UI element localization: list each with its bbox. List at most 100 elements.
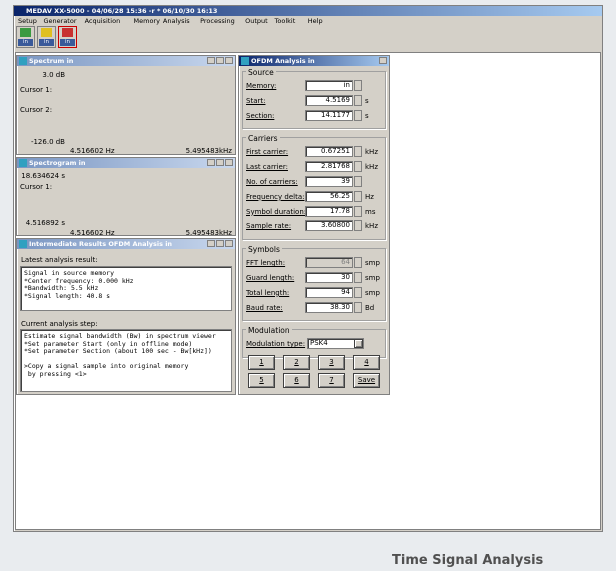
text-line: *Bandwidth: 5.5 kHz (24, 284, 99, 292)
child-window (16, 157, 236, 236)
button[interactable]: 4 (353, 355, 380, 370)
spinner[interactable] (354, 146, 362, 158)
spinner[interactable] (354, 190, 362, 202)
title-icon (19, 57, 27, 65)
section-label: Current analysis step: (21, 320, 98, 328)
toolbar-icon (41, 28, 52, 37)
menu-item[interactable]: Toolkit (274, 17, 296, 25)
spinner[interactable] (354, 286, 362, 298)
input-field[interactable]: 56.25 (305, 190, 353, 202)
window-title: Spectrum in (17, 56, 235, 66)
button[interactable]: 2 (283, 355, 310, 370)
title-icon (241, 57, 249, 65)
field-label: No. of carriers: (246, 178, 298, 186)
combo-arrow (354, 339, 363, 349)
group-title: Symbols (246, 245, 282, 255)
group-box (242, 248, 386, 322)
menu-item[interactable]: Memory (133, 17, 160, 25)
menu-item[interactable]: Setup (18, 17, 37, 25)
toolbar-label: in (60, 39, 75, 46)
button[interactable]: 1 (248, 355, 275, 370)
spinner[interactable] (354, 272, 362, 283)
menu-item[interactable]: Processing (200, 17, 235, 25)
button[interactable]: 3 (318, 355, 345, 370)
group-title: Modulation (246, 326, 292, 336)
text-box: Signal in source memory *Center frequency… (20, 266, 232, 311)
field-label: First carrier: (246, 148, 289, 157)
window-control[interactable] (225, 159, 233, 166)
window-control[interactable] (225, 57, 233, 64)
group-title: Source (246, 68, 276, 77)
window-title: Spectrogram in (17, 158, 235, 168)
input-field[interactable]: 0.67251 (305, 146, 353, 158)
field-label: Sample rate: (246, 222, 292, 231)
unit-label: Bd (365, 303, 375, 312)
field-label: FFT length: (246, 259, 286, 268)
toolbar-icon (20, 28, 31, 37)
button[interactable]: Save (353, 373, 380, 388)
menu-item[interactable]: Analysis (162, 17, 190, 25)
combo-box[interactable]: PSK4 (307, 338, 364, 350)
menu-item[interactable]: Help (307, 17, 323, 25)
spinner[interactable] (354, 220, 362, 232)
field-label: Section: (246, 111, 275, 120)
window-control[interactable] (216, 57, 224, 64)
input-field[interactable]: 30 (305, 272, 353, 283)
button[interactable]: 5 (248, 373, 275, 388)
field-label: Last carrier: (246, 163, 288, 172)
input-field[interactable]: 14.1177 (305, 109, 353, 121)
y-label: -126.0 dB (30, 138, 65, 146)
input-field[interactable]: 3.60800 (305, 220, 353, 232)
button[interactable]: 7 (318, 373, 345, 388)
field-label: Modulation type: (246, 340, 306, 349)
input-field[interactable]: 2.81768 (305, 161, 353, 173)
spinner[interactable] (354, 257, 362, 269)
unit-label: Hz (365, 192, 374, 201)
app-title: MEDAV XX-5000 - 04/06/28 15:36 -r * 06/1… (26, 7, 218, 15)
input-field[interactable]: 4.5169 (305, 94, 353, 106)
menu-item[interactable]: Generator (43, 17, 77, 25)
button[interactable]: 6 (283, 373, 310, 388)
spinner[interactable] (354, 205, 362, 217)
input-field[interactable]: in (305, 80, 353, 91)
window-control[interactable] (207, 240, 215, 247)
spinner[interactable] (354, 109, 362, 121)
toolbar-label: in (39, 39, 54, 46)
app-title-bar (14, 6, 602, 16)
input-field[interactable]: 38.30 (305, 301, 353, 313)
input-field: 64 (305, 257, 353, 269)
cursor-label: Cursor 1: (20, 183, 53, 191)
input-field[interactable]: 17.78 (305, 205, 353, 217)
menu-item[interactable]: Acquisition (84, 17, 121, 25)
field-label: Start: (246, 96, 266, 105)
spinner[interactable] (354, 176, 362, 187)
menu-item[interactable]: Output (245, 17, 268, 25)
spinner[interactable] (354, 80, 362, 91)
field-label: Guard length: (246, 274, 295, 282)
x-label: 4.516602 Hz (70, 147, 115, 155)
x-label: 5.495483kHz (185, 147, 232, 155)
caption: Time Signal Analysis (392, 553, 544, 568)
spinner[interactable] (354, 94, 362, 106)
window-control[interactable] (225, 240, 233, 247)
input-field[interactable]: 39 (305, 176, 353, 187)
input-field[interactable]: 94 (305, 286, 353, 298)
field-label: Memory: (246, 82, 277, 90)
window-control[interactable] (379, 57, 387, 64)
window-control[interactable] (216, 159, 224, 166)
unit-label: smp (365, 288, 380, 297)
text-line: *Signal length: 40.8 s (24, 291, 111, 300)
child-window (16, 55, 236, 155)
text-line: *Center frequency: 0.000 kHz (24, 276, 134, 285)
text-line: by pressing <1> (24, 369, 87, 378)
section-label: Latest analysis result: (21, 256, 98, 264)
field-label: Total length: (246, 288, 290, 297)
spinner[interactable] (354, 301, 362, 313)
window-control[interactable] (207, 159, 215, 166)
spinner[interactable] (354, 161, 362, 173)
y-label: 4.516892 s (25, 219, 65, 227)
unit-label: s (365, 96, 369, 105)
window-control[interactable] (216, 240, 224, 247)
window-control[interactable] (207, 57, 215, 64)
unit-label: s (365, 111, 369, 120)
